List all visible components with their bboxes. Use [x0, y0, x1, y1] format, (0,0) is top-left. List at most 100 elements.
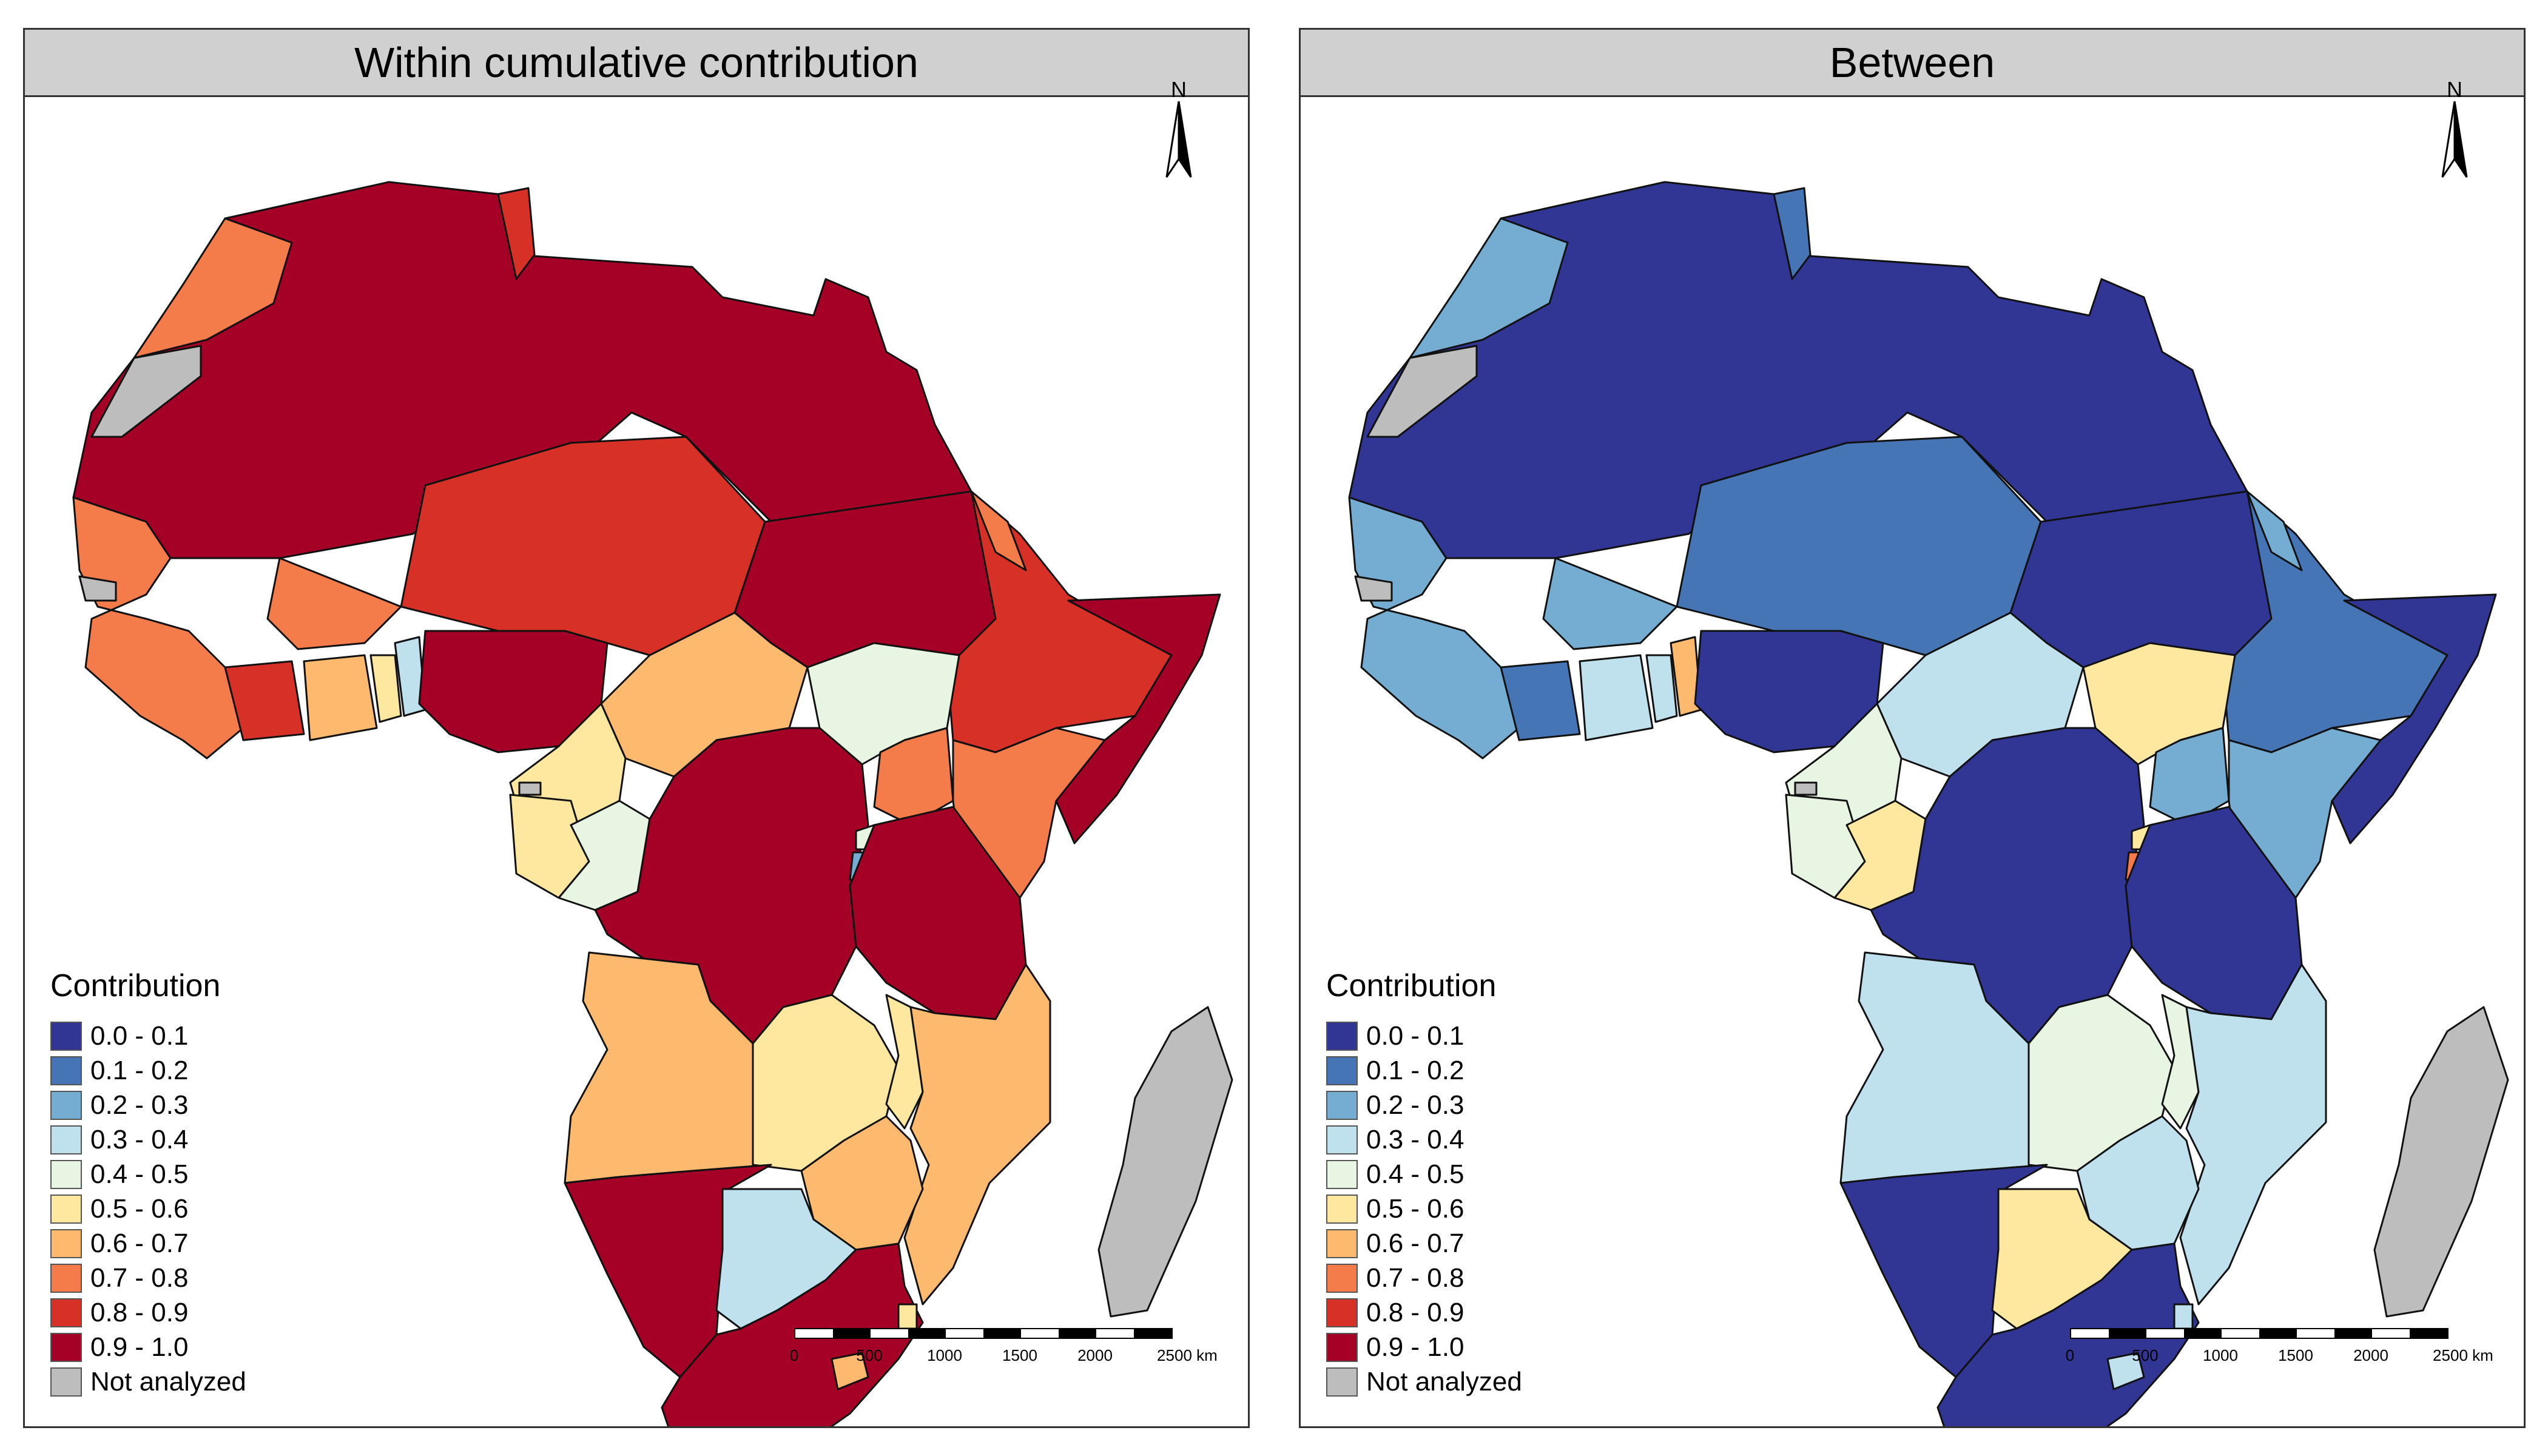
- legend-item: 0.3 - 0.4: [1326, 1122, 1522, 1157]
- region-lesotho: [2106, 1352, 2145, 1390]
- africa-map: [1348, 181, 2509, 1426]
- legend-label: 0.9 - 1.0: [1366, 1332, 1464, 1362]
- scale-tick-label: 2500 km: [1157, 1346, 1218, 1364]
- legend-title: Contribution: [1326, 968, 1497, 1003]
- legend-swatch: [50, 1332, 82, 1362]
- scale-segment: [2222, 1329, 2259, 1338]
- legend: Contribution 0.0 - 0.1 0.1 - 0.2 0.2 - 0.3…: [1326, 968, 1522, 1399]
- legend-item: 0.0 - 0.1: [50, 1019, 246, 1053]
- region-cote-divoire: [1500, 660, 1581, 741]
- legend-item: 0.2 - 0.3: [1326, 1088, 1522, 1122]
- north-arrow-icon: [2441, 101, 2468, 178]
- legend-item: 0.4 - 0.5: [1326, 1157, 1522, 1191]
- scale-segment: [2109, 1329, 2146, 1338]
- legend-label: 0.2 - 0.3: [90, 1090, 189, 1120]
- legend-item: Not analyzed: [50, 1364, 246, 1399]
- region-western-sahara: [1366, 345, 1478, 438]
- scale-bar: 0 500 1000 1500 2000 2500 km: [2066, 1328, 2495, 1395]
- legend-label: Not analyzed: [1366, 1366, 1522, 1397]
- scale-tick-label: 2000: [2353, 1346, 2388, 1364]
- scale-segment: [1096, 1329, 1134, 1338]
- region-west-coast: [72, 496, 244, 760]
- scale-segment: [1021, 1329, 1059, 1338]
- region-guinea-bissau: [78, 575, 117, 602]
- scale-segment: [908, 1329, 946, 1338]
- panel-title: Within cumulative contribution: [354, 39, 918, 86]
- map-panel-between: Between: [1299, 28, 2526, 1428]
- legend-item: Not analyzed: [1326, 1364, 1522, 1399]
- legend-swatch: [50, 1056, 82, 1085]
- region-west-coast: [1348, 496, 1520, 760]
- region-madagascar: [1097, 1006, 1233, 1318]
- region-burkina: [266, 557, 402, 650]
- region-burkina: [1542, 557, 1678, 650]
- north-label: N: [2447, 77, 2462, 102]
- africa-map: [72, 181, 1233, 1426]
- legend-swatch: [1326, 1125, 1358, 1154]
- region-eq-guinea: [1794, 781, 1818, 796]
- legend-item: 0.6 - 0.7: [1326, 1226, 1522, 1261]
- legend-item: 0.1 - 0.2: [1326, 1053, 1522, 1088]
- region-guinea-bissau: [1354, 575, 1393, 602]
- legend-swatch: [50, 1159, 82, 1189]
- legend-swatch: [1326, 1298, 1358, 1327]
- region-eswatini: [2173, 1303, 2194, 1330]
- region-lesotho: [831, 1352, 869, 1390]
- legend-swatch: [50, 1021, 82, 1051]
- region-somalia: [2331, 593, 2497, 844]
- scale-segment: [795, 1329, 833, 1338]
- scale-tick-label: 1500: [1002, 1346, 1037, 1364]
- legend-label: 0.6 - 0.7: [1366, 1228, 1464, 1258]
- scale-tick-label: 0: [789, 1346, 799, 1364]
- legend-label: 0.9 - 1.0: [90, 1332, 189, 1362]
- legend-item: 0.4 - 0.5: [50, 1157, 246, 1191]
- region-car: [600, 612, 809, 778]
- region-eritrea: [970, 490, 1027, 571]
- scale-tick-label: 1000: [927, 1346, 962, 1364]
- legend-swatch: [1326, 1263, 1358, 1293]
- legend-label: 0.3 - 0.4: [1366, 1124, 1464, 1154]
- legend-item: 0.6 - 0.7: [50, 1226, 246, 1261]
- legend-label: 0.6 - 0.7: [90, 1228, 189, 1258]
- legend-items: 0.0 - 0.1 0.1 - 0.2 0.2 - 0.3 0.3 - 0.4 0.4 …: [1326, 1019, 1522, 1399]
- scale-tick-label: 0: [2065, 1346, 2075, 1364]
- scale-segment: [2410, 1329, 2447, 1338]
- north-arrow-icon: [1165, 101, 1192, 178]
- legend-label: 0.5 - 0.6: [1366, 1193, 1464, 1224]
- region-togo: [369, 654, 402, 723]
- scale-segment: [946, 1329, 983, 1338]
- legend-items: 0.0 - 0.1 0.1 - 0.2 0.2 - 0.3 0.3 - 0.4 0.4 …: [50, 1019, 246, 1399]
- scale-segment: [2334, 1329, 2372, 1338]
- scale-tick-label: 1000: [2203, 1346, 2238, 1364]
- scale-tick-label: 500: [2132, 1346, 2159, 1364]
- legend-label: 0.0 - 0.1: [1366, 1020, 1464, 1051]
- region-eq-guinea: [518, 781, 542, 796]
- legend-swatch: [1326, 1367, 1358, 1397]
- scale-tick-label: 500: [856, 1346, 883, 1364]
- scale-segment: [2184, 1329, 2222, 1338]
- legend-item: 0.5 - 0.6: [1326, 1191, 1522, 1226]
- legend-swatch: [1326, 1090, 1358, 1120]
- legend-item: 0.9 - 1.0: [50, 1330, 246, 1364]
- scale-segment: [1059, 1329, 1096, 1338]
- legend-item: 0.1 - 0.2: [50, 1053, 246, 1088]
- legend-label: 0.7 - 0.8: [90, 1262, 189, 1293]
- region-western-sahara: [90, 345, 202, 438]
- legend-swatch: [50, 1125, 82, 1154]
- scale-segment: [983, 1329, 1021, 1338]
- legend-item: 0.0 - 0.1: [1326, 1019, 1522, 1053]
- scale-segment: [2259, 1329, 2297, 1338]
- legend-item: 0.7 - 0.8: [50, 1261, 246, 1295]
- scale-segment: [1134, 1329, 1171, 1338]
- scale-segment: [2146, 1329, 2184, 1338]
- panel-title: Between: [1829, 39, 1995, 86]
- panel-strip: Between: [1301, 30, 2524, 97]
- legend-swatch: [1326, 1194, 1358, 1224]
- scale-bar-graphic: [794, 1328, 1173, 1339]
- scale-bar-graphic: [2070, 1328, 2449, 1339]
- legend-label: 0.0 - 0.1: [90, 1020, 189, 1051]
- legend-item: 0.8 - 0.9: [50, 1295, 246, 1330]
- legend-swatch: [50, 1228, 82, 1258]
- legend-swatch: [1326, 1332, 1358, 1362]
- legend-label: 0.2 - 0.3: [1366, 1090, 1464, 1120]
